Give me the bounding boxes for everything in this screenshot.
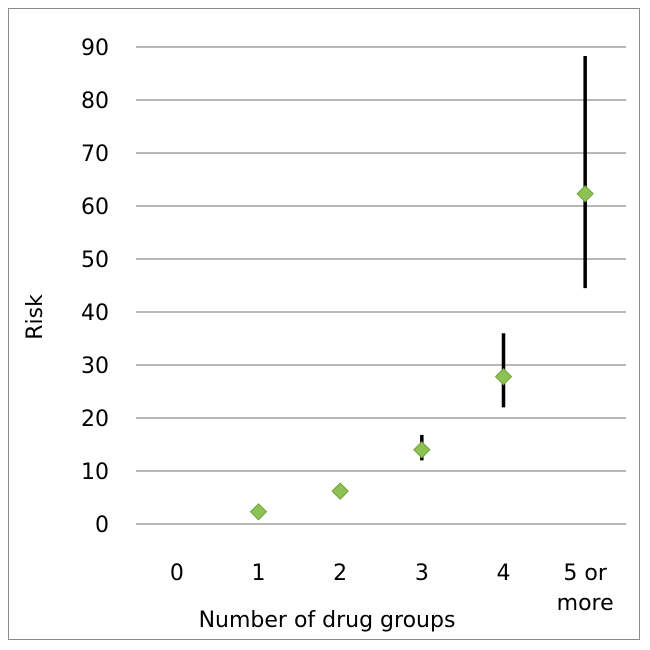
y-tick-label: 80 <box>81 89 109 114</box>
x-tick-label: 4 <box>497 561 511 586</box>
y-tick-label: 70 <box>81 142 109 167</box>
y-tick-label: 50 <box>81 248 109 273</box>
x-tick-label-line: 4 <box>497 561 511 586</box>
x-axis-title: Number of drug groups <box>199 608 456 633</box>
x-tick-label-line: 2 <box>333 561 347 586</box>
x-tick-label-line: 3 <box>415 561 429 586</box>
chart-frame <box>8 8 640 640</box>
x-tick-label-line: 1 <box>252 561 266 586</box>
y-tick-label: 90 <box>81 36 109 61</box>
x-tick-label: 0 <box>170 561 184 586</box>
grid-lines <box>136 46 626 525</box>
x-tick-label-line: more <box>557 591 614 616</box>
data-point <box>413 441 431 459</box>
data-point <box>494 367 513 386</box>
error-bars <box>420 56 587 461</box>
x-tick-label: 1 <box>252 561 266 586</box>
data-point <box>249 503 268 521</box>
x-tick-label: 5 or more <box>557 561 614 616</box>
y-tick-label: 60 <box>81 195 109 220</box>
y-tick-label: 30 <box>81 354 109 379</box>
data-points <box>249 185 594 521</box>
x-tick-label-line: 5 or <box>563 561 607 586</box>
x-tick-label-line: 0 <box>170 561 184 586</box>
y-tick-label: 40 <box>81 301 109 326</box>
data-point <box>576 185 594 203</box>
x-tick-label: 3 <box>415 561 429 586</box>
y-tick-label: 0 <box>95 513 109 538</box>
y-axis-title: Risk <box>23 294 48 340</box>
x-tick-labels: 0 1 2 3 4 5 or more <box>170 561 614 616</box>
y-tick-label: 20 <box>81 407 109 432</box>
y-tick-label: 10 <box>81 460 109 485</box>
y-tick-labels: 0 10 20 30 40 50 60 70 80 90 <box>81 36 109 538</box>
data-point <box>331 482 349 500</box>
x-tick-label: 2 <box>333 561 347 586</box>
